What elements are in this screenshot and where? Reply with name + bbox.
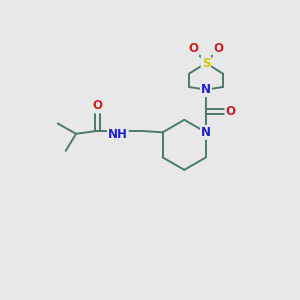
Text: S: S	[202, 57, 210, 70]
Text: O: O	[92, 99, 102, 112]
Text: N: N	[201, 83, 211, 96]
Text: O: O	[213, 42, 223, 55]
Text: O: O	[189, 42, 199, 55]
Text: NH: NH	[108, 128, 128, 141]
Text: N: N	[201, 126, 211, 139]
Text: O: O	[225, 105, 236, 118]
